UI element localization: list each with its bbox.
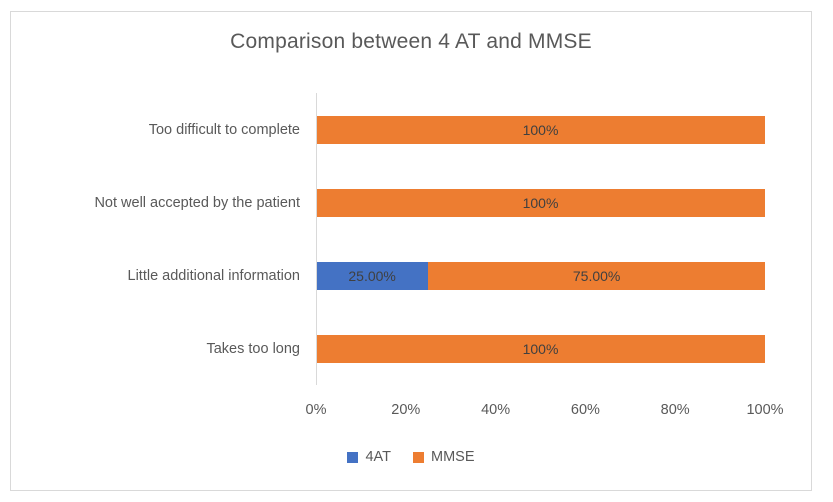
legend-item-4at: 4AT — [347, 449, 391, 465]
x-tick-label: 100% — [746, 402, 784, 418]
legend-label: 4AT — [365, 449, 392, 465]
category-label: Little additional information — [127, 267, 301, 284]
bar-track: 25.00% 75.00% — [316, 261, 765, 290]
data-label: 75.00% — [572, 267, 621, 284]
x-tick-label: 60% — [570, 402, 600, 418]
bar-row: Not well accepted by the patient 100% — [11, 166, 765, 239]
legend: 4AT MMSE — [11, 449, 811, 465]
bar-segment-mmse: 100% — [316, 334, 765, 363]
plot-area: Too difficult to complete 100% Not well ac… — [11, 93, 765, 385]
chart-title: Comparison between 4 AT and MMSE — [230, 30, 592, 53]
bar-row: Little additional information 25.00% 75.00… — [11, 239, 765, 312]
y-axis-line — [316, 93, 317, 385]
data-label: 100% — [522, 121, 559, 138]
category-label: Takes too long — [206, 340, 300, 357]
data-label: 100% — [522, 340, 559, 357]
category-label: Not well accepted by the patient — [94, 194, 300, 211]
bar-segment-4at: 25.00% — [316, 261, 429, 290]
bar-segment-mmse: 75.00% — [428, 261, 765, 290]
legend-label: MMSE — [431, 449, 475, 465]
category-label: Too difficult to complete — [148, 121, 300, 138]
bar-track: 100% — [316, 115, 765, 144]
data-label: 25.00% — [348, 267, 396, 284]
bar-track: 100% — [316, 334, 765, 363]
chart-frame: Comparison between 4 AT and MMSE Too dif… — [10, 11, 812, 491]
data-label: 100% — [522, 194, 559, 211]
legend-swatch-icon — [413, 451, 425, 463]
x-axis: 0% 20% 40% 60% 80% 100% — [11, 402, 811, 420]
bar-segment-mmse: 100% — [316, 115, 765, 144]
bar-row: Too difficult to complete 100% — [11, 93, 765, 166]
x-tick-label: 40% — [481, 402, 511, 418]
bar-segment-mmse: 100% — [316, 188, 765, 217]
x-tick-label: 20% — [391, 402, 421, 418]
bar-track: 100% — [316, 188, 765, 217]
legend-swatch-icon — [347, 451, 359, 463]
bar-row: Takes too long 100% — [11, 312, 765, 385]
legend-item-mmse: MMSE — [413, 449, 475, 465]
x-tick-label: 80% — [660, 402, 690, 418]
x-tick-label: 0% — [305, 402, 327, 418]
